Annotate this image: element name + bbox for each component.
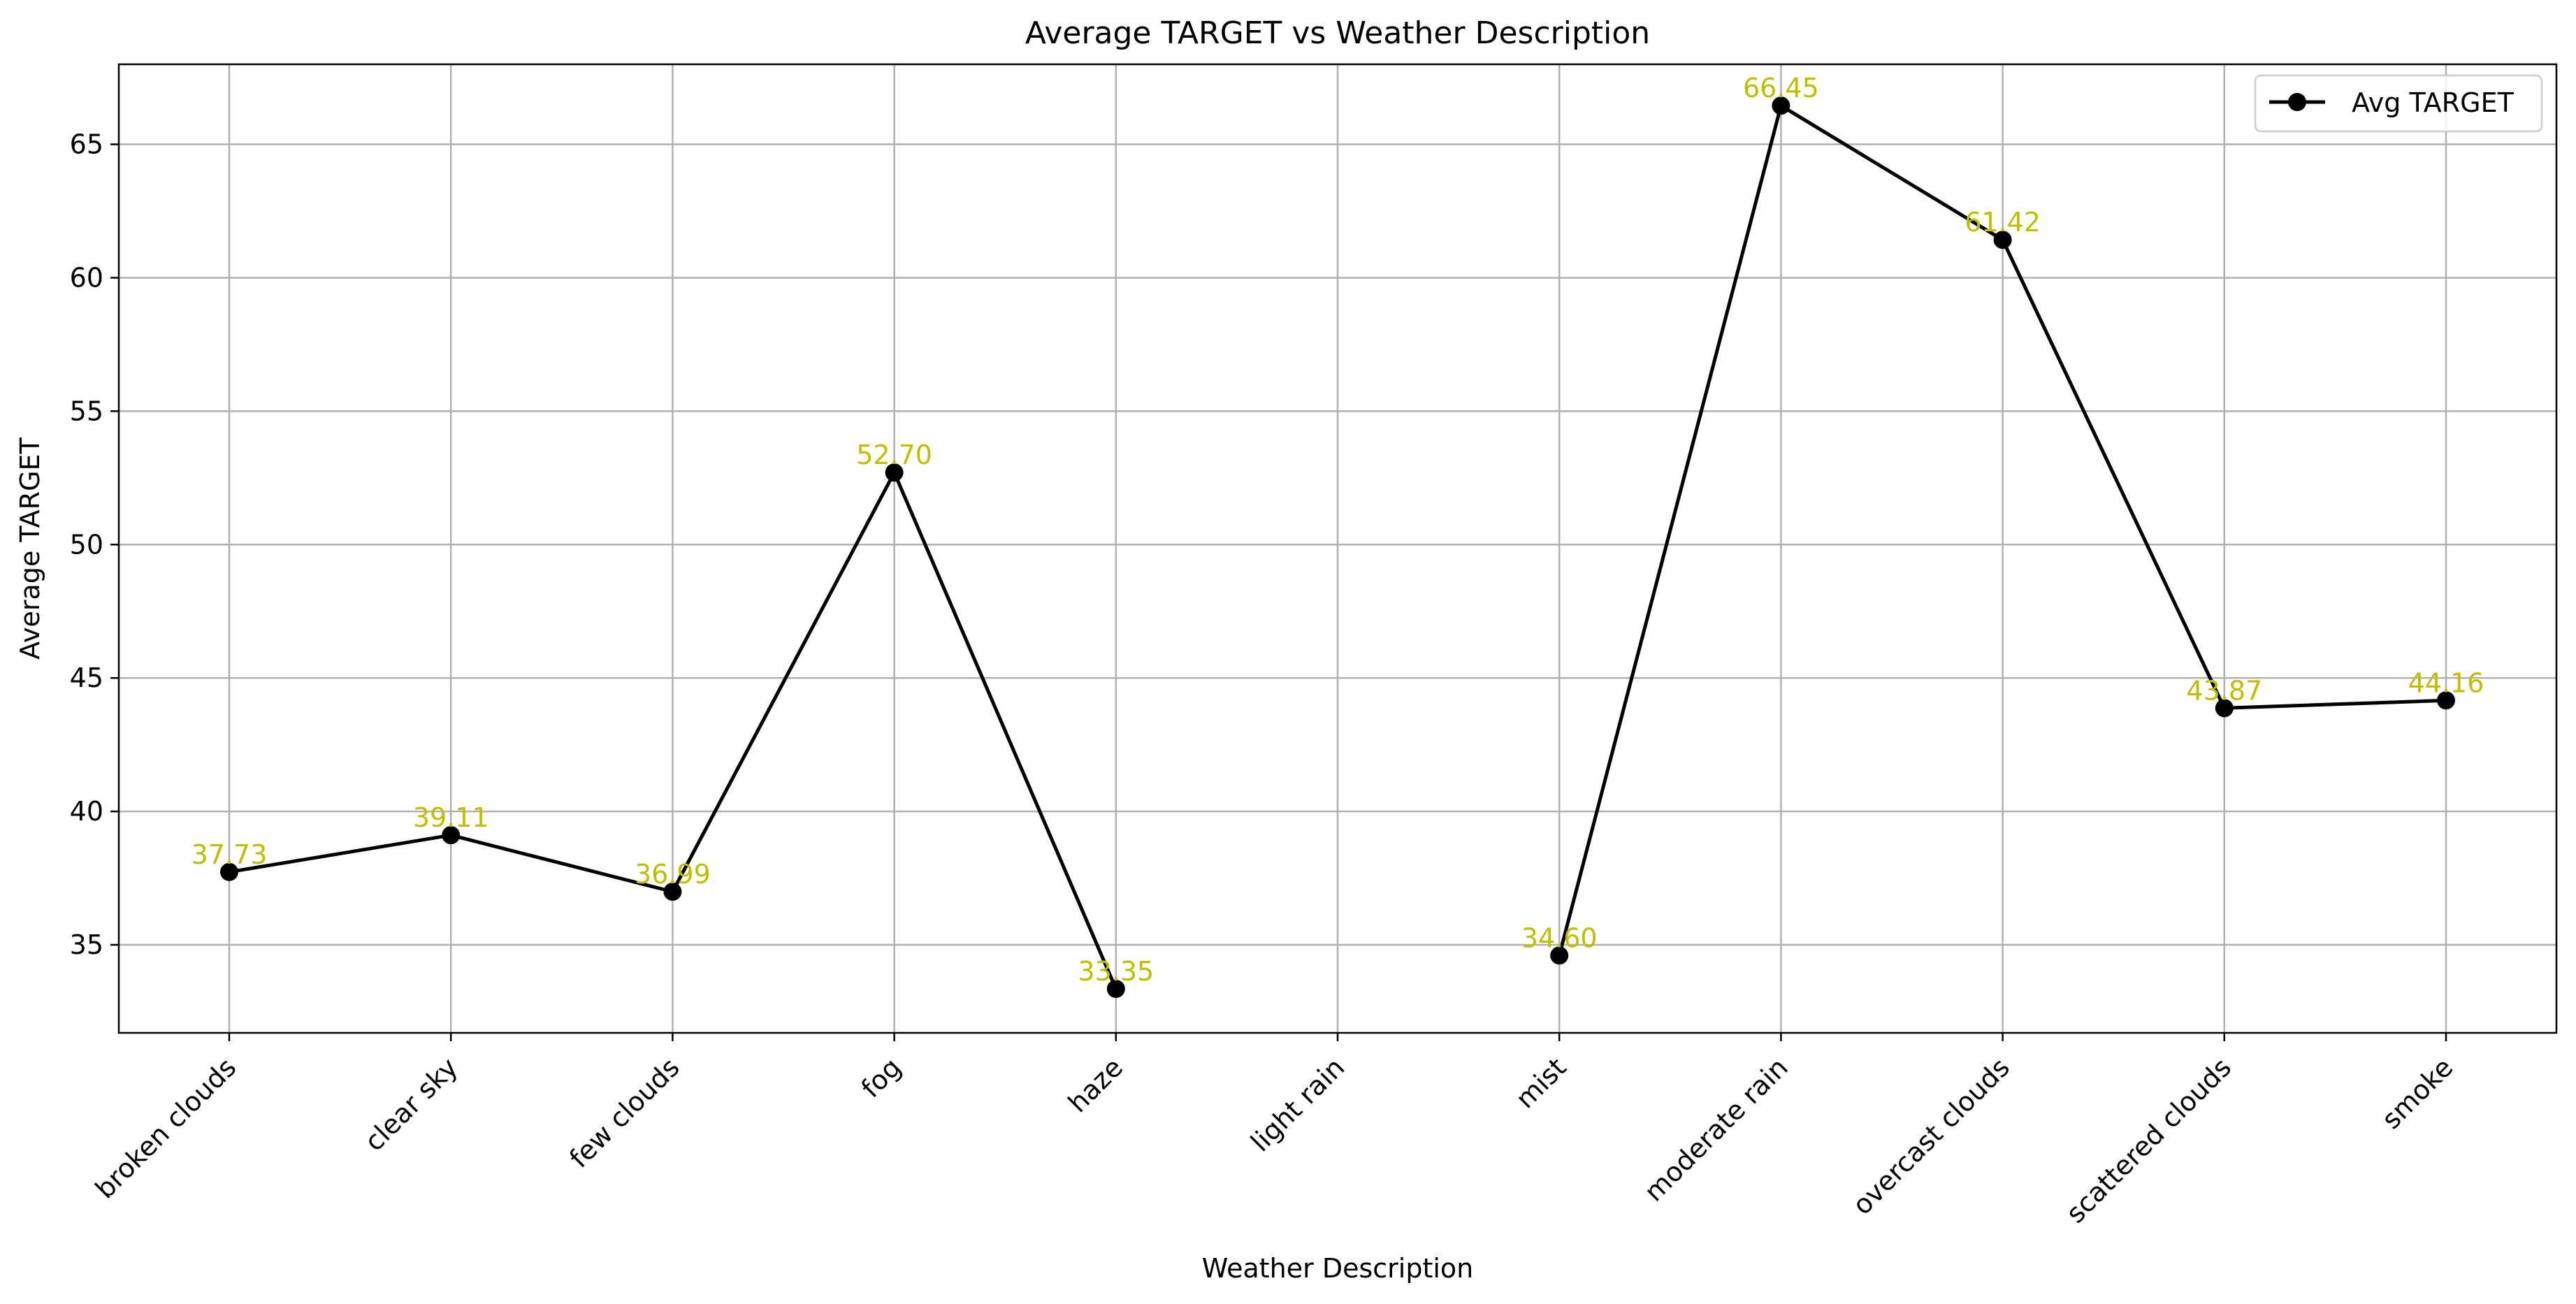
data-point: [442, 826, 461, 845]
y-tick-label: 40: [70, 796, 103, 827]
plot-frame: [117, 63, 2558, 1034]
y-tick-label: 35: [70, 929, 103, 960]
y-axis-label: Average TARGET: [15, 437, 45, 659]
y-tick-label: 65: [70, 129, 103, 160]
data-point: [1550, 946, 1569, 965]
y-axis: 35 40 45 50 55 60 65: [70, 129, 119, 960]
data-label: 39.11: [413, 802, 489, 833]
data-label: 37.73: [191, 839, 268, 870]
data-point: [1772, 96, 1790, 115]
data-point: [2437, 691, 2455, 710]
legend: Avg TARGET: [2254, 74, 2543, 133]
data-label: 66.45: [1743, 73, 1819, 103]
data-point: [1106, 980, 1125, 998]
data-labels: 37.73 39.11 36.99 52.70 33.35 34.60 66.45 61.42…: [191, 73, 2484, 987]
y-tick-label: 55: [70, 396, 103, 426]
data-point: [1993, 231, 2012, 249]
data-point: [220, 862, 238, 881]
y-tick-label: 45: [70, 662, 103, 693]
data-point: [663, 883, 682, 901]
legend-box: [2254, 74, 2543, 133]
data-point: [885, 463, 904, 482]
data-label: 33.35: [1078, 956, 1154, 987]
y-tick-label: 60: [70, 262, 103, 293]
data-label: 43.87: [2186, 675, 2262, 706]
grid: [119, 64, 2556, 1033]
data-label: 34.60: [1521, 922, 1598, 953]
legend-marker: [2288, 93, 2306, 111]
data-label: 61.42: [1964, 207, 2041, 238]
y-tick-label: 50: [70, 529, 103, 560]
chart-title: Average TARGET vs Weather Description: [1025, 15, 1650, 51]
data-label: 36.99: [635, 859, 711, 890]
data-label: 44.16: [2408, 667, 2484, 698]
legend-label: Avg TARGET: [2352, 87, 2515, 118]
x-axis-label: Weather Description: [1202, 1253, 1474, 1284]
data-label: 52.70: [856, 440, 932, 470]
series-points: [220, 96, 2455, 998]
data-point: [2215, 699, 2234, 718]
